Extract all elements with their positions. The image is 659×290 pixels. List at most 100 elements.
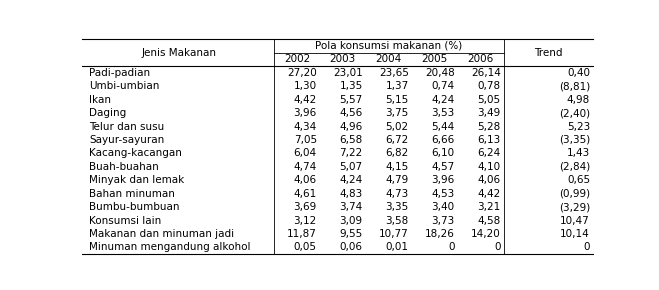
Text: 0,40: 0,40 [567,68,590,78]
Text: 4,06: 4,06 [478,175,501,185]
Text: Kacang-kacangan: Kacang-kacangan [89,148,182,158]
Text: 4,24: 4,24 [339,175,362,185]
Text: Padi-padian: Padi-padian [89,68,150,78]
Text: Makanan dan minuman jadi: Makanan dan minuman jadi [89,229,234,239]
Text: 9,55: 9,55 [339,229,362,239]
Text: 5,05: 5,05 [478,95,501,105]
Text: 20,48: 20,48 [425,68,455,78]
Text: 2002: 2002 [284,55,310,64]
Text: 3,49: 3,49 [477,108,501,118]
Text: 14,20: 14,20 [471,229,501,239]
Text: 10,47: 10,47 [560,215,590,226]
Text: 3,35: 3,35 [386,202,409,212]
Text: 0: 0 [494,242,501,252]
Text: 3,96: 3,96 [293,108,317,118]
Text: 5,28: 5,28 [477,122,501,132]
Text: 4,15: 4,15 [386,162,409,172]
Text: 0,74: 0,74 [432,81,455,91]
Text: 4,06: 4,06 [294,175,317,185]
Text: 3,74: 3,74 [339,202,362,212]
Text: 6,13: 6,13 [477,135,501,145]
Text: 1,30: 1,30 [294,81,317,91]
Text: 3,58: 3,58 [386,215,409,226]
Text: 6,66: 6,66 [432,135,455,145]
Text: 0,65: 0,65 [567,175,590,185]
Text: 5,44: 5,44 [432,122,455,132]
Text: 4,57: 4,57 [432,162,455,172]
Text: Minuman mengandung alkohol: Minuman mengandung alkohol [89,242,250,252]
Text: 2006: 2006 [468,55,494,64]
Text: 4,74: 4,74 [293,162,317,172]
Text: 1,43: 1,43 [567,148,590,158]
Text: Jenis Makanan: Jenis Makanan [142,48,217,58]
Text: 4,10: 4,10 [478,162,501,172]
Text: 0,01: 0,01 [386,242,409,252]
Text: (3,29): (3,29) [559,202,590,212]
Text: 4,56: 4,56 [339,108,362,118]
Text: (2,84): (2,84) [559,162,590,172]
Text: Bahan minuman: Bahan minuman [89,189,175,199]
Text: 3,40: 3,40 [432,202,455,212]
Text: Daging: Daging [89,108,127,118]
Text: 6,24: 6,24 [477,148,501,158]
Text: 3,21: 3,21 [477,202,501,212]
Text: 4,96: 4,96 [339,122,362,132]
Text: 10,77: 10,77 [379,229,409,239]
Text: 3,75: 3,75 [386,108,409,118]
Text: 3,09: 3,09 [339,215,362,226]
Text: Konsumsi lain: Konsumsi lain [89,215,161,226]
Text: 26,14: 26,14 [471,68,501,78]
Text: 4,83: 4,83 [339,189,362,199]
Text: 1,37: 1,37 [386,81,409,91]
Text: 6,10: 6,10 [432,148,455,158]
Text: 2005: 2005 [422,55,448,64]
Text: 5,23: 5,23 [567,122,590,132]
Text: 3,96: 3,96 [432,175,455,185]
Text: (0,99): (0,99) [559,189,590,199]
Text: 6,72: 6,72 [386,135,409,145]
Text: 23,01: 23,01 [333,68,362,78]
Text: 6,58: 6,58 [339,135,362,145]
Text: Trend: Trend [534,48,563,58]
Text: 4,42: 4,42 [477,189,501,199]
Text: 4,24: 4,24 [432,95,455,105]
Text: Sayur-sayuran: Sayur-sayuran [89,135,164,145]
Text: 4,58: 4,58 [477,215,501,226]
Text: 3,12: 3,12 [293,215,317,226]
Text: 4,79: 4,79 [386,175,409,185]
Text: 4,61: 4,61 [293,189,317,199]
Text: 5,15: 5,15 [386,95,409,105]
Text: 6,82: 6,82 [386,148,409,158]
Text: 6,04: 6,04 [294,148,317,158]
Text: 18,26: 18,26 [425,229,455,239]
Text: 4,34: 4,34 [293,122,317,132]
Text: Umbi-umbian: Umbi-umbian [89,81,159,91]
Text: 3,73: 3,73 [432,215,455,226]
Text: 0,78: 0,78 [478,81,501,91]
Text: 7,22: 7,22 [339,148,362,158]
Text: (2,40): (2,40) [559,108,590,118]
Text: Pola konsumsi makanan (%): Pola konsumsi makanan (%) [315,41,463,51]
Text: 4,73: 4,73 [386,189,409,199]
Text: 2004: 2004 [376,55,402,64]
Text: (8,81): (8,81) [559,81,590,91]
Text: Telur dan susu: Telur dan susu [89,122,164,132]
Text: 3,69: 3,69 [293,202,317,212]
Text: 1,35: 1,35 [339,81,362,91]
Text: 7,05: 7,05 [294,135,317,145]
Text: 0,05: 0,05 [294,242,317,252]
Text: 10,14: 10,14 [560,229,590,239]
Text: 0: 0 [583,242,590,252]
Text: (3,35): (3,35) [559,135,590,145]
Text: 4,42: 4,42 [293,95,317,105]
Text: 4,53: 4,53 [432,189,455,199]
Text: 3,53: 3,53 [432,108,455,118]
Text: 4,98: 4,98 [567,95,590,105]
Text: Minyak dan lemak: Minyak dan lemak [89,175,185,185]
Text: 2003: 2003 [330,55,356,64]
Text: 5,02: 5,02 [386,122,409,132]
Text: 23,65: 23,65 [379,68,409,78]
Text: 11,87: 11,87 [287,229,317,239]
Text: 5,07: 5,07 [339,162,362,172]
Text: Ikan: Ikan [89,95,111,105]
